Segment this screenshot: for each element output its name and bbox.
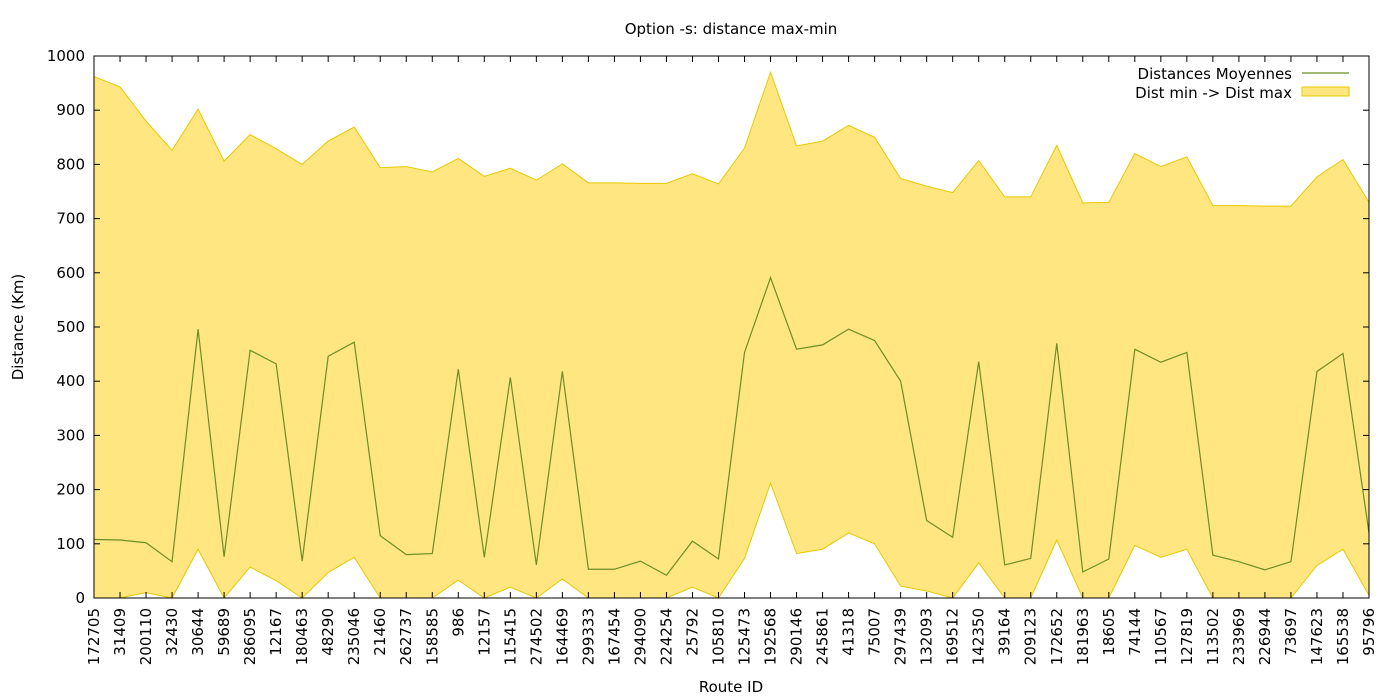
x-tick-label: 39164: [996, 608, 1014, 656]
x-tick-label: 180463: [293, 608, 311, 665]
x-tick-label: 233969: [1230, 608, 1248, 665]
x-tick-label: 30644: [189, 608, 207, 656]
x-tick-label: 75007: [866, 608, 884, 656]
x-tick-label: 164469: [553, 608, 571, 665]
band-layer: [93, 70, 1370, 599]
x-tick-label: 73697: [1282, 608, 1300, 656]
x-tick-label: 158585: [423, 608, 441, 665]
x-tick-label: 12157: [475, 608, 493, 656]
y-tick-label: 200: [56, 481, 85, 499]
x-axis: 172705 31409 200110 32430 30644 59689 286095 12…: [85, 56, 1378, 665]
x-tick-label: 105810: [709, 608, 727, 665]
x-tick-label: 165538: [1334, 608, 1352, 665]
x-tick-label: 125473: [736, 608, 754, 665]
legend-label-dist-min-max: Dist min -> Dist max: [1135, 84, 1292, 102]
x-tick-label: 294090: [631, 608, 649, 665]
x-tick-label: 226944: [1256, 608, 1274, 665]
y-tick-label: 800: [56, 155, 85, 173]
x-tick-label: 21460: [371, 608, 389, 656]
x-tick-label: 115415: [501, 608, 519, 665]
x-tick-label: 127819: [1178, 608, 1196, 665]
y-tick-label: 300: [56, 426, 85, 444]
legend-swatch-band: [1301, 86, 1350, 97]
y-tick-label: 1000: [47, 47, 85, 65]
y-axis-title: Distance (Km): [9, 274, 27, 381]
y-tick-label: 0: [75, 589, 85, 607]
x-tick-label: 41318: [840, 608, 858, 656]
x-tick-label: 290146: [788, 608, 806, 665]
x-tick-label: 286095: [241, 608, 259, 665]
x-tick-label: 235046: [345, 608, 363, 665]
x-tick-label: 172652: [1048, 608, 1066, 665]
x-tick-label: 32430: [163, 608, 181, 656]
y-tick-label: 400: [56, 372, 85, 390]
y-tick-label: 900: [56, 101, 85, 119]
line-distances-moyennes: [93, 275, 1370, 577]
x-tick-label: 172705: [85, 608, 103, 665]
band-dist-min-max: [93, 70, 1370, 599]
x-tick-label: 181963: [1074, 608, 1092, 665]
x-tick-label: 142350: [970, 608, 988, 665]
x-tick-label: 31409: [111, 608, 129, 656]
x-tick-label: 297439: [892, 608, 910, 665]
y-tick-label: 100: [56, 535, 85, 553]
x-tick-label: 167454: [605, 608, 623, 665]
x-tick-label: 132093: [918, 608, 936, 665]
y-tick-label: 500: [56, 318, 85, 336]
x-tick-label: 245861: [814, 608, 832, 665]
y-tick-label: 600: [56, 264, 85, 282]
x-tick-label: 209123: [1022, 608, 1040, 665]
y-tick-label: 700: [56, 210, 85, 228]
x-tick-label: 59689: [215, 608, 233, 656]
x-tick-label: 299333: [579, 608, 597, 665]
x-tick-label: 192568: [762, 608, 780, 665]
line-layer: [93, 275, 1370, 577]
y-axis: 0 100 200 300 400 500 600 700 800 900 1000: [47, 47, 1369, 607]
x-tick-label: 74144: [1126, 608, 1144, 656]
legend-label-distances-moyennes: Distances Moyennes: [1138, 65, 1293, 83]
x-tick-label: 224254: [657, 608, 675, 665]
x-tick-label: 18605: [1100, 608, 1118, 656]
x-tick-label: 25792: [683, 608, 701, 656]
x-tick-label: 262737: [397, 608, 415, 665]
x-tick-label: 274502: [527, 608, 545, 665]
x-tick-label: 147623: [1308, 608, 1326, 665]
chart-title: Option -s: distance max-min: [625, 20, 838, 38]
x-axis-title: Route ID: [699, 678, 763, 696]
x-tick-label: 986: [449, 608, 467, 637]
x-tick-label: 48290: [319, 608, 337, 656]
x-tick-label: 12167: [267, 608, 285, 656]
x-tick-label: 110567: [1152, 608, 1170, 665]
x-tick-label: 113502: [1204, 608, 1222, 665]
x-tick-label: 95796: [1360, 608, 1378, 656]
x-tick-label: 169512: [944, 608, 962, 665]
x-tick-label: 200110: [137, 608, 155, 665]
